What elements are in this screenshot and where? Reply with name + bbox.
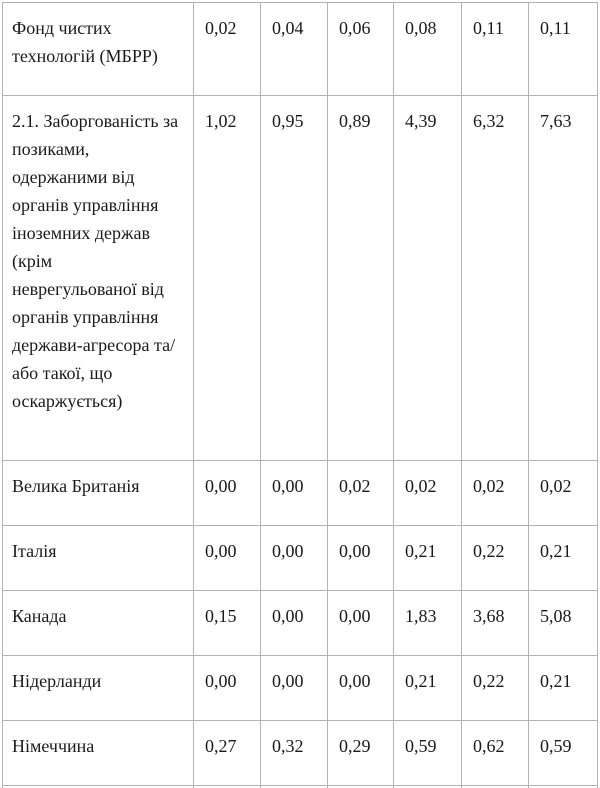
value-cell: 1,02: [193, 95, 261, 461]
value-cell: 0,89: [327, 95, 394, 461]
table-row: Німеччина 0,27 0,32 0,29 0,59 0,62 0,59: [2, 720, 598, 786]
row-label-cell: Нідерланди: [2, 655, 194, 721]
value-cell: 0,62: [461, 720, 529, 786]
value-cell: 0,02: [393, 460, 462, 526]
value-cell: 0,21: [393, 525, 462, 591]
table-row: Нідерланди 0,00 0,00 0,00 0,21 0,22 0,21: [2, 655, 598, 721]
value-cell: 0,11: [461, 2, 529, 96]
value-cell: 0,22: [461, 525, 529, 591]
value-cell: 0,00: [260, 525, 328, 591]
value-cell: 0,32: [260, 720, 328, 786]
value-cell: 0,08: [393, 2, 462, 96]
table-row-partial: [2, 785, 598, 788]
row-label-cell: Фонд чистих технологій (МБРР): [2, 2, 194, 96]
value-cell: 1,83: [393, 590, 462, 656]
value-cell: 6,32: [461, 95, 529, 461]
value-cell: 0,59: [528, 720, 598, 786]
value-cell: 0,02: [461, 460, 529, 526]
table-row: Велика Британія 0,00 0,00 0,02 0,02 0,02…: [2, 460, 598, 526]
value-cell: 0,15: [193, 590, 261, 656]
table-row: Канада 0,15 0,00 0,00 1,83 3,68 5,08: [2, 590, 598, 656]
table-row: Фонд чистих технологій (МБРР) 0,02 0,04 …: [2, 2, 598, 96]
value-cell: 0,00: [260, 460, 328, 526]
value-cell: 0,02: [528, 460, 598, 526]
value-cell: 3,68: [461, 590, 529, 656]
table-row: Італія 0,00 0,00 0,00 0,21 0,22 0,21: [2, 525, 598, 591]
value-cell: 0,00: [193, 525, 261, 591]
value-cell: 0,04: [260, 2, 328, 96]
value-cell: 0,00: [327, 655, 394, 721]
value-cell: [528, 785, 598, 788]
value-cell: 0,00: [327, 590, 394, 656]
value-cell: 0,06: [327, 2, 394, 96]
value-cell: 0,00: [327, 525, 394, 591]
row-label-cell: Німеччина: [2, 720, 194, 786]
value-cell: 0,21: [528, 655, 598, 721]
value-cell: 0,22: [461, 655, 529, 721]
row-label-cell: Італія: [2, 525, 194, 591]
value-cell: 0,00: [193, 460, 261, 526]
value-cell: 0,02: [327, 460, 394, 526]
value-cell: 0,00: [260, 590, 328, 656]
value-cell: 0,59: [393, 720, 462, 786]
value-cell: 0,00: [193, 655, 261, 721]
value-cell: 0,00: [260, 655, 328, 721]
value-cell: 4,39: [393, 95, 462, 461]
row-label-cell: 2.1. Заборгованість за позиками, одержан…: [2, 95, 194, 461]
value-cell: 0,27: [193, 720, 261, 786]
value-cell: 7,63: [528, 95, 598, 461]
value-cell: 0,21: [528, 525, 598, 591]
value-cell: 5,08: [528, 590, 598, 656]
value-cell: 0,29: [327, 720, 394, 786]
row-label-cell: Канада: [2, 590, 194, 656]
value-cell: 0,11: [528, 2, 598, 96]
value-cell: 0,95: [260, 95, 328, 461]
value-cell: 0,21: [393, 655, 462, 721]
table-row: 2.1. Заборгованість за позиками, одержан…: [2, 95, 598, 461]
row-label-cell: Велика Британія: [2, 460, 194, 526]
value-cell: 0,02: [193, 2, 261, 96]
